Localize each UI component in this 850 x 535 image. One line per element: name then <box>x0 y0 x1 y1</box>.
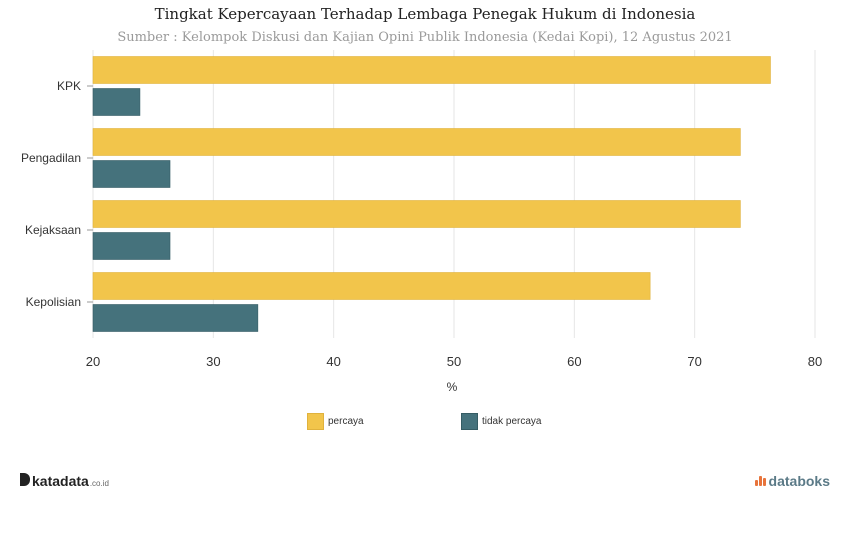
x-tick-label-30: 30 <box>206 354 220 369</box>
category-label-kepolisian: Kepolisian <box>26 295 81 309</box>
legend-item-tidak-percaya[interactable]: tidak percaya <box>461 413 541 430</box>
bar-kejaksaan-percaya <box>92 200 741 228</box>
databoks-logo: databoks <box>754 473 830 489</box>
bar-kpk-tidak-percaya <box>92 88 141 116</box>
x-tick-label-80: 80 <box>808 354 822 369</box>
bar-chart: 20 30 40 50 60 70 80% KPK Pengadilan Kejaksaan Kep… <box>21 50 822 394</box>
bar-pengadilan-percaya <box>92 128 741 156</box>
bar-kpk-percaya <box>92 56 771 84</box>
legend-swatch-tidak-percaya <box>461 413 478 430</box>
category-label-kejaksaan: Kejaksaan <box>25 223 81 237</box>
katadata-logo-icon <box>20 473 30 486</box>
legend-label-percaya: percaya <box>328 416 364 427</box>
katadata-logo-text: katadata <box>32 473 89 489</box>
category-label-kpk: KPK <box>57 79 81 93</box>
x-tick-label-70: 70 <box>687 354 701 369</box>
bar-pengadilan-tidak-percaya <box>92 160 171 188</box>
x-axis-label: % <box>447 380 458 394</box>
chart-title: Tingkat Kepercayaan Terhadap Lembaga Pen… <box>154 5 696 23</box>
x-tick-label-40: 40 <box>326 354 340 369</box>
katadata-logo-suffix: .co.id <box>89 479 109 488</box>
bar-kepolisian-tidak-percaya <box>92 304 259 332</box>
legend-swatch-percaya <box>307 413 324 430</box>
databoks-logo-text: databoks <box>768 473 830 489</box>
bar-kejaksaan-tidak-percaya <box>92 232 171 260</box>
x-tick-label-60: 60 <box>567 354 581 369</box>
x-tick-label-50: 50 <box>447 354 461 369</box>
legend-label-tidak-percaya: tidak percaya <box>482 416 542 427</box>
legend-item-percaya[interactable]: percaya <box>307 413 364 430</box>
chart-subtitle: Sumber : Kelompok Diskusi dan Kajian Opi… <box>117 30 733 45</box>
category-label-pengadilan: Pengadilan <box>21 151 81 165</box>
x-tick-label-20: 20 <box>86 354 100 369</box>
databoks-logo-icon <box>754 476 766 486</box>
katadata-logo: katadata .co.id <box>20 473 109 489</box>
legend: percaya tidak percaya <box>0 413 850 433</box>
bar-kepolisian-percaya <box>92 272 651 300</box>
